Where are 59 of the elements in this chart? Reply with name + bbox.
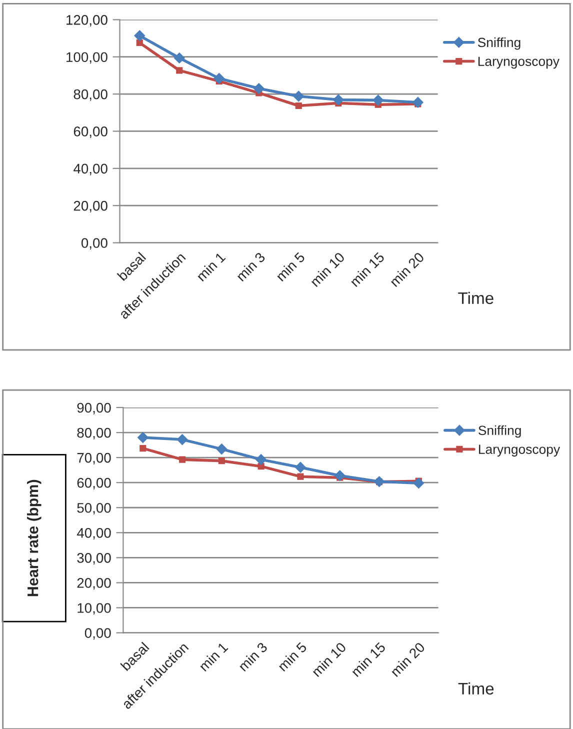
- x-tick-label: min 15: [350, 642, 386, 678]
- point: [297, 473, 304, 480]
- legend-label: Laryngoscopy: [479, 444, 560, 457]
- point: [134, 30, 146, 42]
- point: [253, 83, 264, 94]
- x-tick-label: min 5: [275, 252, 306, 282]
- y-tick-label: 30,00: [77, 553, 111, 564]
- x-axis-title: Time: [458, 292, 494, 304]
- point: [295, 102, 302, 110]
- y-tick-label: 40,00: [76, 528, 111, 540]
- point: [174, 52, 185, 64]
- point: [214, 72, 225, 84]
- x-tick-label: min 1: [196, 252, 226, 282]
- point: [332, 94, 344, 106]
- y-tick-label: 0,00: [81, 238, 108, 250]
- point: [176, 434, 188, 445]
- y-tick-label: 20,00: [74, 200, 108, 212]
- x-tick-label: min 20: [389, 251, 425, 288]
- point: [137, 432, 148, 443]
- y-tick-label: 70,00: [77, 452, 111, 464]
- point: [372, 94, 384, 106]
- y-tick-label: 60,00: [77, 478, 111, 490]
- legend-label: Laryngoscopy: [478, 56, 560, 69]
- x-tick-label: min 3: [238, 642, 268, 672]
- y-tick-label: 0,00: [84, 628, 111, 640]
- point: [136, 39, 143, 46]
- point: [334, 470, 346, 482]
- point: [178, 456, 186, 463]
- y-tick-label: 80,00: [77, 428, 111, 440]
- point: [413, 478, 424, 489]
- y-tick-label: 80,00: [74, 89, 108, 101]
- point: [216, 444, 228, 454]
- y-tick-label: 20,00: [77, 578, 111, 590]
- y-tick-label: 100,00: [66, 52, 108, 64]
- x-tick-label: min 20: [390, 641, 426, 678]
- y-tick-label: 90,00: [77, 402, 111, 414]
- y-tick-label: 120,00: [66, 15, 108, 26]
- point: [140, 445, 146, 452]
- x-tick-label: min 3: [236, 252, 266, 282]
- point: [176, 67, 183, 74]
- x-tick-label: min 10: [311, 641, 347, 678]
- point: [218, 458, 225, 464]
- legend-label: Sniffing: [478, 425, 521, 438]
- point: [412, 96, 424, 108]
- x-tick-label: min 15: [349, 252, 385, 288]
- y-tick-label: 60,00: [74, 126, 108, 138]
- x-axis-title: Time: [458, 682, 494, 695]
- x-tick-label: min 1: [198, 642, 228, 672]
- y-tick-label: 50,00: [77, 502, 111, 514]
- point: [256, 454, 267, 465]
- x-tick-label: min 10: [310, 251, 346, 288]
- legend-label: Sniffing: [478, 37, 520, 50]
- x-tick-label: min 5: [277, 642, 308, 672]
- point: [374, 476, 385, 488]
- y-tick-label: 10,00: [78, 603, 111, 615]
- y-axis-title: Heart rate (bpm): [27, 480, 42, 596]
- point: [295, 462, 306, 473]
- y-tick-label: 40,00: [74, 164, 108, 176]
- point: [293, 90, 304, 102]
